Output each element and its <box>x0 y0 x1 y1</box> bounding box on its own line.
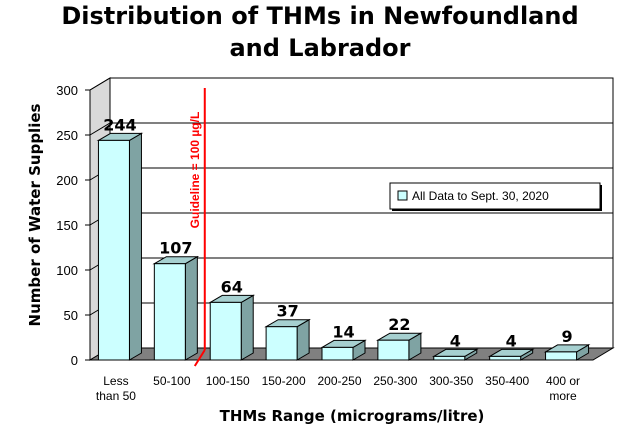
y-axis-title: Number of Water Supplies <box>26 103 44 326</box>
chart-title-line1: Distribution of THMs in Newfoundland <box>61 2 578 30</box>
bar <box>153 263 186 361</box>
data-label: 107 <box>159 239 192 258</box>
gridline <box>89 122 613 136</box>
bar-side <box>128 132 142 361</box>
x-tick-label: 200-250 <box>317 374 361 388</box>
x-tick-label: 300-350 <box>429 374 473 388</box>
x-tick-label: 400 or <box>546 374 580 388</box>
x-tick-label: 100-150 <box>206 374 250 388</box>
data-label: 244 <box>103 115 136 134</box>
data-label: 4 <box>506 331 517 350</box>
bar <box>377 339 410 361</box>
bar <box>265 326 298 361</box>
bar <box>321 346 354 361</box>
x-tick-label: more <box>549 389 577 403</box>
guideline-foot <box>193 349 206 367</box>
x-tick-label: Less <box>103 374 128 388</box>
bar-side <box>240 294 254 361</box>
y-tick-label: 250 <box>56 128 78 143</box>
data-label: 4 <box>450 331 461 350</box>
data-label: 64 <box>221 277 243 296</box>
legend-label: All Data to Sept. 30, 2020 <box>412 189 549 203</box>
data-label: 9 <box>561 327 572 346</box>
bar <box>209 301 242 361</box>
bar <box>97 139 130 361</box>
data-label: 37 <box>276 302 298 321</box>
bar-side <box>184 255 198 361</box>
x-tick-label: 150-200 <box>262 374 306 388</box>
y-tick-label: 0 <box>71 353 78 368</box>
chart-title-line2: and Labrador <box>229 34 410 62</box>
gridline <box>89 77 613 91</box>
y-tick-label: 200 <box>56 173 78 188</box>
x-tick-label: 250-300 <box>373 374 417 388</box>
y-tick-label: 150 <box>56 218 78 233</box>
x-tick-label: 50-100 <box>153 374 191 388</box>
x-tick-label: 350-400 <box>485 374 529 388</box>
data-label: 22 <box>388 315 410 334</box>
y-tick-label: 300 <box>56 83 78 98</box>
guideline-label: Guideline = 100 µg/L <box>188 112 202 229</box>
bar <box>489 355 522 361</box>
legend <box>389 182 601 210</box>
bar <box>545 351 578 361</box>
data-label: 14 <box>332 322 354 341</box>
x-tick-label: than 50 <box>96 389 136 403</box>
legend-swatch <box>397 190 408 201</box>
bar <box>433 355 466 361</box>
y-tick-label: 50 <box>64 308 78 323</box>
x-axis-title: THMs Range (micrograms/litre) <box>220 407 485 425</box>
y-tick-label: 100 <box>56 263 78 278</box>
